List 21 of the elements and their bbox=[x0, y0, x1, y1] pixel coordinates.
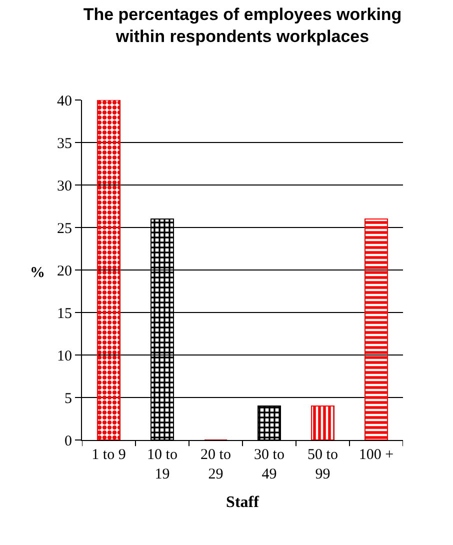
bar bbox=[364, 218, 388, 440]
y-tick-label: 30 bbox=[57, 178, 72, 194]
x-tick-label: 1 to 9 bbox=[92, 447, 126, 463]
x-tick-label: 10 to 19 bbox=[147, 447, 178, 482]
x-tick-label: 50 to 99 bbox=[308, 447, 338, 482]
y-tick-label: 0 bbox=[64, 433, 72, 450]
y-tick-label: 5 bbox=[64, 390, 72, 407]
bar bbox=[97, 100, 120, 440]
y-tick-label: 25 bbox=[57, 220, 72, 237]
x-tick-label: 30 to 49 bbox=[254, 447, 284, 482]
y-tick-label: 20 bbox=[57, 263, 72, 280]
x-tick-label: 20 to 29 bbox=[200, 447, 231, 482]
bar bbox=[311, 406, 334, 440]
y-tick-label: 40 bbox=[57, 93, 72, 110]
chart-title: The percentages of employees working within respondents workplaces bbox=[83, 5, 402, 46]
y-axis-title: % bbox=[30, 265, 45, 281]
y-tick-label: 15 bbox=[57, 306, 72, 322]
x-axis-title: Staff bbox=[226, 494, 260, 512]
y-tick-label: 35 bbox=[57, 136, 72, 152]
x-tick-label: 100 + bbox=[358, 447, 394, 463]
y-tick-label: 10 bbox=[57, 348, 72, 364]
